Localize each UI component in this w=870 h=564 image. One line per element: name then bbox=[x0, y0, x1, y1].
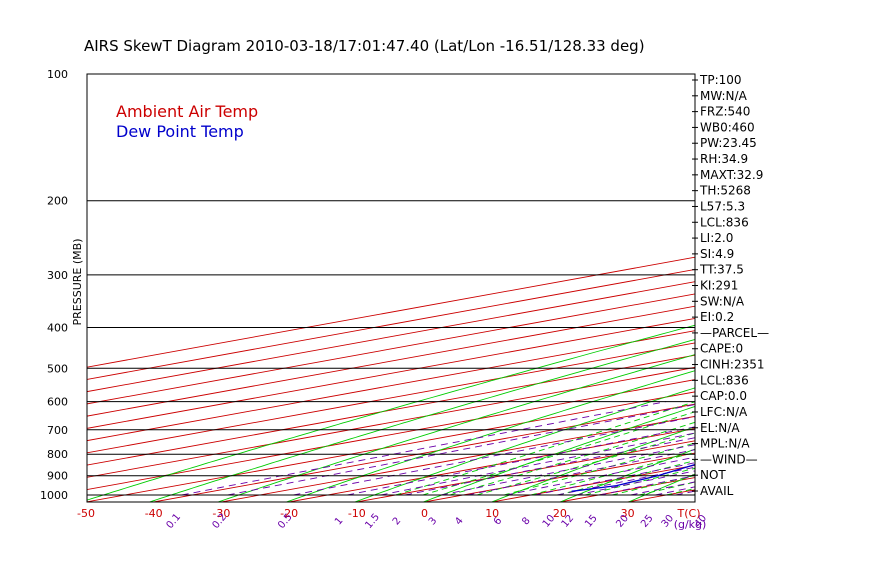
isotherm-line bbox=[154, 74, 870, 502]
mixing-ratio-line bbox=[655, 402, 870, 495]
legend-dew-point-temp: Dew Point Temp bbox=[116, 122, 244, 141]
index-label: NOT bbox=[700, 468, 726, 482]
mixing-ratio-line bbox=[506, 402, 870, 495]
moist-adiabat-line bbox=[450, 182, 870, 496]
temp-tick-label-bottom: -40 bbox=[145, 507, 163, 520]
index-label: MW:N/A bbox=[700, 89, 748, 103]
index-label: LFC:N/A bbox=[700, 405, 748, 419]
pressure-tick-label: 100 bbox=[47, 68, 68, 81]
isotherm-line bbox=[763, 74, 870, 502]
index-label: WB0:460 bbox=[700, 120, 755, 134]
index-label: FRZ:540 bbox=[700, 105, 750, 119]
pressure-tick-label: 600 bbox=[47, 396, 68, 409]
mixing-ratio-tick-label: 8 bbox=[520, 515, 533, 527]
moist-adiabat-line bbox=[504, 182, 870, 496]
index-label: L57:5.3 bbox=[700, 199, 745, 213]
legend-ambient-air-temp: Ambient Air Temp bbox=[116, 102, 258, 121]
index-label: MAXT:32.9 bbox=[700, 168, 763, 182]
mixing-ratio-tick-label: 4 bbox=[453, 515, 466, 527]
index-label: CAP:0.0 bbox=[700, 389, 747, 403]
mixing-ratio-tick-label: 3 bbox=[427, 515, 440, 527]
index-label: EI:0.2 bbox=[700, 310, 734, 324]
index-label: MPL:N/A bbox=[700, 437, 750, 451]
temp-tick-label-bottom: -50 bbox=[77, 507, 95, 520]
isobars bbox=[87, 201, 695, 495]
mixing-ratio-tick-label: 15 bbox=[583, 513, 600, 530]
mixing-ratio-tick-label: 25 bbox=[639, 513, 656, 530]
mixing-ratio-line bbox=[347, 402, 823, 495]
pressure-tick-label: 300 bbox=[47, 269, 68, 282]
isotherm-line bbox=[221, 74, 870, 502]
index-label: EL:N/A bbox=[700, 421, 740, 435]
index-label: LCL:836 bbox=[700, 373, 749, 387]
index-label: KI:291 bbox=[700, 279, 738, 293]
isotherm-line bbox=[831, 74, 870, 502]
isotherm-line bbox=[425, 74, 870, 502]
mixing-ratio-line bbox=[182, 402, 667, 495]
dry-adiabat-line bbox=[212, 65, 870, 504]
index-label: LCL:836 bbox=[700, 215, 749, 229]
y-axis-label: PRESSURE (MB) bbox=[71, 239, 84, 326]
index-label: —WIND— bbox=[700, 452, 758, 466]
pressure-tick-label: 800 bbox=[47, 448, 68, 461]
temp-tick-label-bottom: -10 bbox=[348, 507, 366, 520]
index-label: TT:37.5 bbox=[699, 263, 744, 277]
mixing-ratio-tick-label: 2 bbox=[391, 515, 404, 527]
temp-tick-label-bottom: 0 bbox=[421, 507, 428, 520]
index-label: CAPE:0 bbox=[700, 342, 743, 356]
pressure-tick-label: 900 bbox=[47, 470, 68, 483]
mixing-ratio-tick-label: 0.1 bbox=[164, 512, 183, 531]
index-label: RH:34.9 bbox=[700, 152, 748, 166]
index-label: CINH:2351 bbox=[700, 358, 765, 372]
index-label: TP:100 bbox=[699, 73, 742, 87]
isotherm-line bbox=[357, 74, 870, 502]
pressure-tick-label: 1000 bbox=[40, 489, 68, 502]
dry-adiabat-line bbox=[762, 65, 870, 504]
mixing-ratio-tick-label: 1 bbox=[333, 515, 346, 527]
dry-adiabat-line bbox=[830, 65, 870, 504]
pressure-tick-label: 500 bbox=[47, 362, 68, 375]
index-label: SI:4.9 bbox=[700, 247, 734, 261]
pressure-tick-label: 400 bbox=[47, 321, 68, 334]
index-label: —PARCEL— bbox=[700, 326, 769, 340]
mixing-ratio-tick-label: 1.5 bbox=[363, 512, 382, 531]
index-label: TH:5268 bbox=[699, 184, 751, 198]
isotherm-line bbox=[492, 74, 870, 502]
pressure-tick-label: 200 bbox=[47, 195, 68, 208]
chart-title: AIRS SkewT Diagram 2010-03-18/17:01:47.4… bbox=[84, 37, 645, 55]
index-label: SW:N/A bbox=[700, 294, 745, 308]
index-label: LI:2.0 bbox=[700, 231, 733, 245]
moist-adiabat-line bbox=[396, 182, 870, 496]
index-label: PW:23.45 bbox=[700, 136, 757, 150]
dry-adiabat-line bbox=[350, 65, 870, 504]
index-label: AVAIL bbox=[700, 484, 734, 498]
pressure-tick-label: 700 bbox=[47, 424, 68, 437]
